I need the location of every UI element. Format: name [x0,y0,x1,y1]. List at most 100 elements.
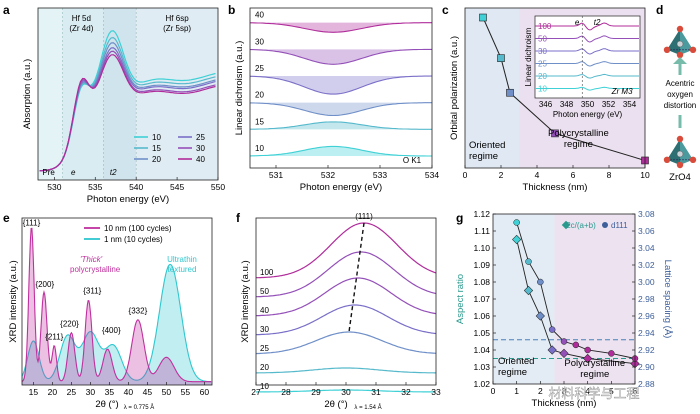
arrow-head [673,57,687,64]
y-tick-label: 1.06 [473,311,490,321]
series-label: 25 [260,344,269,353]
series-line-40 [255,277,437,317]
peak-label: (111) [355,212,373,221]
x-tick-label: 20 [48,387,58,397]
region-label-poly-2: regime [564,139,593,150]
series-line-10 [249,145,432,157]
zro4-tetrahedron [663,135,697,169]
inset-series-label: 100 [538,22,552,31]
series-line-30 [250,48,432,65]
series-line-15 [250,121,432,130]
peak-shift-line [348,222,365,333]
inset-series-label: 10 [538,85,547,94]
inset-series-label: 20 [538,72,547,81]
region-label-oriented: Oriented [498,356,534,367]
x-tick-label: 2 [538,386,543,396]
series-label: 10 [255,144,264,153]
x-tick-label: 2 [499,170,504,180]
annotation-ultrathin: Ultrathin [167,255,197,264]
y-tick-label: 1.08 [473,277,490,287]
inset-x-tick-label: 346 [539,100,553,109]
oxygen-atom [663,156,671,163]
data-point-d111 [560,338,568,345]
inset-y-label: Linear dichroism [524,27,533,86]
legend-label-ratio: 2c/(a+b) [566,221,596,230]
y2-tick-label: 2.94 [638,328,655,338]
region-label-poly-2: regime [580,369,609,380]
series-line-30 [255,304,437,336]
region-label-poly: Polycrystalline [548,128,609,139]
legend-label: 10 nm (100 cycles) [104,224,172,233]
data-point-d111 [572,341,580,349]
inset-series-10 [535,86,639,91]
metal-atom [676,150,684,158]
y-axis-label: Linear dichroism (a.u.) [234,41,245,136]
panel-f: 100 50 40 30 25 20 10 (111) 27 28 29 30 31 32 33 2θ (°)… [240,212,441,411]
x-axis-label: Photon energy (eV) [300,182,382,193]
inset-label-e: e [575,18,580,27]
x-tick-label: 550 [211,182,225,192]
x-tick-label: 532 [321,170,335,180]
y2-axis-label: Lattice spacing (Å) [662,260,673,339]
x-tick-label: 6 [571,170,576,180]
x-tick-label: 4 [585,386,590,396]
oxygen-atom [689,156,697,163]
legend-label: 10 [152,133,161,142]
y-tick-label: 1.12 [473,209,490,219]
y2-tick-label: 2.96 [638,311,655,321]
data-point-d111 [548,326,556,333]
y-axis-label: Absorption (a.u.) [22,59,33,129]
y2-tick-label: 3.02 [638,260,655,270]
data-point-ratio [512,234,522,245]
data-point [506,88,514,97]
y2-tick-label: 2.90 [638,362,655,372]
oxygen-atom [689,46,697,53]
series-area-10 [250,146,432,156]
y-tick-label: 1.07 [473,294,490,304]
distortion-label: Acentric [666,79,695,88]
x-tick-label: 29 [311,387,321,397]
region-pre [38,8,63,180]
annotation-ultrathin-2: textured [168,265,197,274]
oxygen-atom [676,135,684,143]
panel-d: Acentric oxygen distortion ZrO4 [660,25,700,183]
y-tick-label: 1.05 [473,328,490,338]
series-line-10 [255,389,437,393]
y-tick-label: 1.10 [473,243,490,253]
y-axis-label: Orbital polarization (a.u.) [449,36,460,140]
data-point-d111 [513,219,520,226]
x-tick-label: 15 [29,387,39,397]
data-point-ratio [583,353,593,364]
x-tick-label: 8 [607,170,612,180]
x-tick-label: 533 [373,170,387,180]
series-area [22,228,212,385]
region-label-e: e [71,168,76,177]
y2-tick-label: 2.88 [638,379,655,389]
region-t2 [103,8,137,180]
x-tick-label: 0 [463,170,468,180]
data-point-ratio [547,345,557,355]
axes-frame [249,7,433,169]
series-area-30 [250,49,432,65]
data-point-d111 [537,278,544,286]
panel-b: 40 30 25 20 15 10 531 532 533 534 Photon energy (e… [234,7,439,193]
metal-atom [676,40,684,48]
series-label: 20 [255,91,264,100]
edge-label: O K1 [403,156,422,165]
panel-c: 0 2 4 6 8 10 Thickness (nm) Orbital polarizatio… [449,7,650,193]
x-tick-label: 35 [105,387,115,397]
data-point-d111 [584,346,591,354]
series-line-20 [256,367,436,374]
series-area-15 [250,121,432,130]
peak-label: {111} [23,218,41,227]
region-6sp [136,8,218,180]
x-tick-label: 530 [47,182,61,192]
series-line-25 [255,331,437,355]
series-line-20 [250,102,432,117]
x-tick-label: 534 [425,170,439,180]
series-area-20 [250,102,432,116]
x-tick-label: 55 [181,387,191,397]
data-point [551,129,559,138]
axes-frame [37,7,219,181]
inset-series-label: 30 [538,47,547,56]
